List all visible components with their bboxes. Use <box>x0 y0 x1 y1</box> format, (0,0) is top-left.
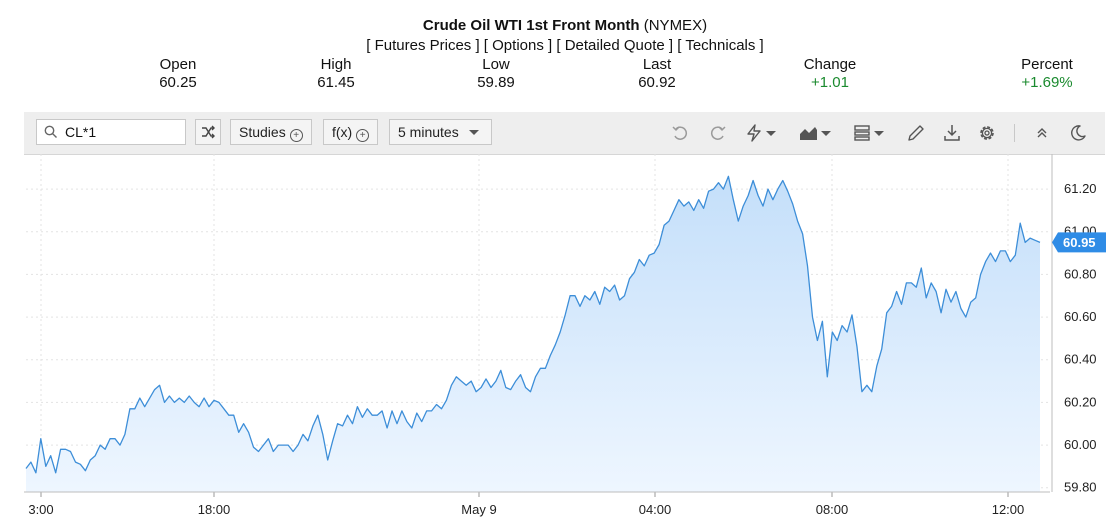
stat-label: Last <box>642 56 672 73</box>
x-tick-label: 3:00 <box>28 502 53 517</box>
price-chart[interactable]: 61.20 61.00 60.80 60.60 60.40 60.20 60.00 59.80… <box>0 154 1108 522</box>
gear-icon[interactable] <box>976 123 998 143</box>
stat-value: 60.25 <box>159 74 197 91</box>
toolbar-divider <box>1014 124 1015 142</box>
stat-last: Last 60.92 <box>597 56 717 92</box>
plus-circle-icon: + <box>356 129 370 142</box>
x-tick-label: 04:00 <box>639 502 672 517</box>
y-tick-label: 60.00 <box>1064 437 1097 452</box>
last-price-badge <box>1052 232 1106 253</box>
chart-axes: 61.2061.0060.8060.6060.4060.2060.0059.80… <box>24 154 1106 517</box>
fx-button[interactable]: f(x) + <box>323 119 379 145</box>
link-technicals[interactable]: Technicals <box>685 37 756 54</box>
price-area-fill <box>26 176 1040 493</box>
area-chart-icon[interactable] <box>798 123 834 143</box>
layout-icon[interactable] <box>853 123 889 143</box>
pencil-icon[interactable] <box>905 123 927 143</box>
instrument-title: Crude Oil WTI 1st Front Month (NYMEX) <box>0 17 1108 35</box>
stat-label: Open <box>159 56 197 73</box>
lightning-icon[interactable] <box>744 123 780 143</box>
link-detailed-quote[interactable]: Detailed Quote <box>564 37 665 54</box>
interval-label: 5 minutes <box>398 124 459 140</box>
stat-label: Low <box>482 56 510 73</box>
stat-low: Low 59.89 <box>436 56 556 92</box>
stat-change: Change +1.01 <box>770 56 890 92</box>
y-tick-label: 60.80 <box>1064 266 1097 281</box>
chevron-down-icon <box>468 130 479 135</box>
quote-links: [ Futures Prices ] [ Options ] [ Detaile… <box>366 37 764 54</box>
stat-open: Open 60.25 <box>118 56 238 92</box>
interval-select[interactable]: 5 minutes <box>389 119 492 145</box>
stat-percent: Percent +1.69% <box>987 56 1107 92</box>
exchange-name: (NYMEX) <box>643 17 708 34</box>
redo-icon[interactable] <box>706 123 728 143</box>
stat-value: 59.89 <box>477 74 515 91</box>
y-tick-label: 60.40 <box>1064 352 1097 367</box>
studies-label: Studies <box>239 124 286 140</box>
symbol-search-input[interactable]: CL*1 <box>36 119 186 145</box>
link-futures-prices[interactable]: Futures Prices <box>374 37 472 54</box>
symbol-value: CL*1 <box>65 124 97 140</box>
stat-value-positive: +1.01 <box>811 74 849 91</box>
stat-value: 60.92 <box>638 74 676 91</box>
y-tick-label: 60.20 <box>1064 394 1097 409</box>
last-price-label: 60.95 <box>1063 235 1096 250</box>
y-tick-label: 60.60 <box>1064 309 1097 324</box>
compare-button[interactable] <box>195 119 221 145</box>
stat-high: High 61.45 <box>276 56 396 92</box>
download-icon[interactable] <box>941 123 963 143</box>
price-line <box>25 175 1041 474</box>
shuffle-icon <box>202 125 215 139</box>
plus-circle-icon: + <box>289 129 303 142</box>
y-tick-label: 61.20 <box>1064 181 1097 196</box>
chart-toolbar: CL*1 Studies + f(x) + 5 minutes <box>24 112 1105 155</box>
studies-button[interactable]: Studies + <box>230 119 312 145</box>
x-tick-label: 08:00 <box>816 502 849 517</box>
x-tick-label: May 9 <box>461 502 496 517</box>
stat-value: 61.45 <box>317 74 355 91</box>
chart-canvas[interactable]: 61.2061.0060.8060.6060.4060.2060.0059.80… <box>0 154 1108 522</box>
stat-value-positive: +1.69% <box>1021 74 1073 91</box>
collapse-icon[interactable] <box>1031 123 1053 143</box>
instrument-name: Crude Oil WTI 1st Front Month <box>422 17 640 34</box>
search-icon <box>44 125 57 138</box>
stat-label: Change <box>803 56 857 73</box>
chart-area <box>25 175 1041 493</box>
y-tick-label: 59.80 <box>1064 480 1097 495</box>
fx-label: f(x) <box>332 124 353 140</box>
x-tick-label: 18:00 <box>198 502 231 517</box>
link-options[interactable]: Options <box>492 37 544 54</box>
undo-icon[interactable] <box>670 123 692 143</box>
dark-mode-icon[interactable] <box>1067 123 1089 143</box>
stat-label: High <box>320 56 352 73</box>
x-tick-label: 12:00 <box>992 502 1025 517</box>
stat-label: Percent <box>1021 56 1073 73</box>
quote-header: Crude Oil WTI 1st Front Month (NYMEX) [ … <box>0 0 1108 112</box>
